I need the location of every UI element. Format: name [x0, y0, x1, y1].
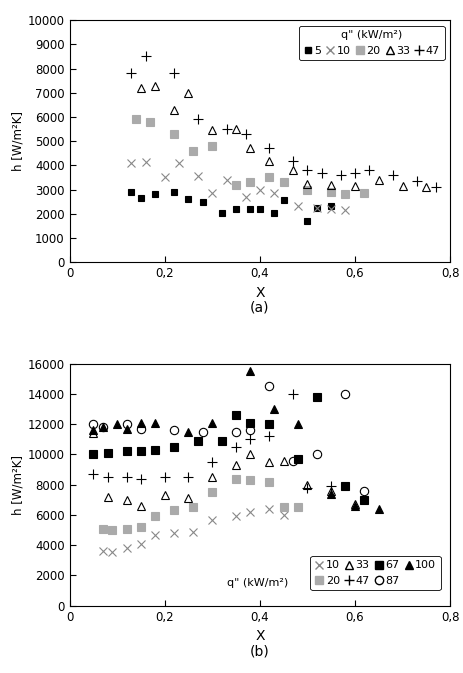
Text: q" (kW/m²): q" (kW/m²) — [227, 577, 288, 588]
Y-axis label: h [W/m²K]: h [W/m²K] — [12, 111, 25, 171]
X-axis label: X: X — [255, 285, 264, 299]
Legend: 5, 10, 20, 33, 47: 5, 10, 20, 33, 47 — [298, 26, 444, 60]
Y-axis label: h [W/m²K]: h [W/m²K] — [12, 455, 25, 515]
Legend: 10, 20, 33, 47, 67, 87, 100: 10, 20, 33, 47, 67, 87, 100 — [310, 556, 440, 590]
Text: (a): (a) — [250, 301, 269, 315]
X-axis label: X: X — [255, 629, 264, 643]
Text: (b): (b) — [250, 645, 269, 658]
